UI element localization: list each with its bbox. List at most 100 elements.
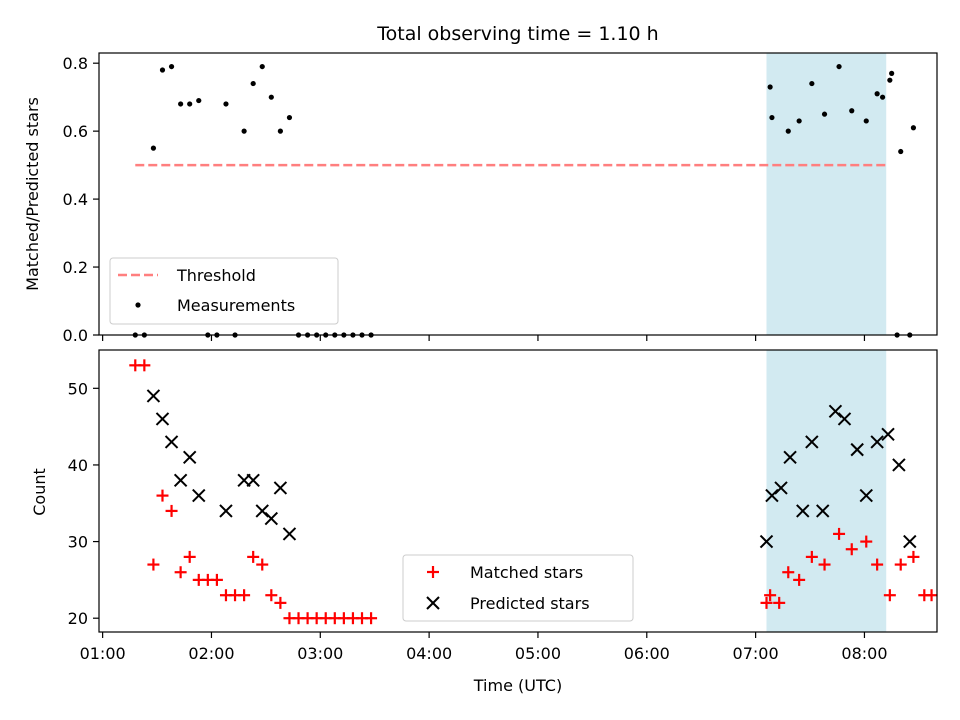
predicted-star-stroke	[255, 504, 269, 518]
matched-star-point	[818, 558, 831, 571]
y-tick-label: 40	[68, 456, 88, 475]
matched-star-point	[764, 589, 777, 602]
matched-star-point	[773, 596, 786, 609]
predicted-star-stroke	[246, 473, 260, 487]
predicted-star-stroke	[816, 504, 830, 518]
measurement-point	[879, 94, 886, 100]
y-tick-label: 0.6	[63, 122, 88, 141]
matched-star-point	[138, 359, 151, 372]
measurement-point	[178, 101, 184, 107]
predicted-star-stroke	[219, 504, 233, 518]
predicted-star-point	[164, 435, 179, 449]
matched-star-point	[782, 566, 795, 579]
predicted-star-point	[273, 481, 288, 495]
predicted-star-stroke	[805, 435, 819, 449]
matched-star-point	[147, 558, 160, 571]
predicted-star-stroke	[783, 450, 797, 464]
x-tick-label: 03:00	[297, 644, 343, 663]
predicted-star-point	[155, 412, 170, 426]
measurement-point	[286, 114, 293, 121]
bottom-legend: Matched stars Predicted stars	[402, 554, 634, 622]
measurement-point	[849, 108, 855, 114]
predicted-star-point	[816, 504, 830, 518]
x-tick-label: 01:00	[80, 644, 126, 663]
predicted-star-stroke	[796, 504, 810, 518]
measurement-point	[150, 145, 157, 151]
predicted-star-stroke	[870, 435, 884, 449]
measurement-point	[809, 80, 815, 87]
matched-star-point	[860, 535, 873, 548]
y-tick-label: 0.8	[63, 54, 88, 73]
bottom-points-layer	[129, 359, 938, 625]
predicted-star-point	[892, 458, 906, 472]
measurement-point	[836, 63, 842, 70]
y-tick-label: 0.4	[63, 190, 88, 209]
matched-star-point	[183, 550, 196, 563]
measurement-point	[168, 63, 175, 70]
bottom-ylabel: Count	[30, 468, 49, 516]
matched-star-point	[247, 550, 260, 563]
predicted-star-stroke	[273, 481, 288, 495]
predicted-star-stroke	[155, 412, 170, 426]
top-legend-measurements-label: Measurements	[177, 296, 295, 315]
top-legend-measurements-swatch	[135, 302, 141, 308]
predicted-star-stroke	[173, 473, 188, 487]
measurement-point	[268, 94, 274, 100]
predicted-star-stroke	[182, 450, 197, 464]
measurement-point	[863, 118, 869, 124]
predicted-star-point	[870, 435, 884, 449]
predicted-star-point	[146, 389, 161, 403]
matched-star-point	[174, 566, 187, 579]
bottom-legend-predicted-label: Predicted stars	[470, 594, 590, 613]
y-tick-label: 0.2	[63, 258, 88, 277]
measurement-point	[277, 128, 283, 134]
x-tick-label: 02:00	[188, 644, 234, 663]
top-panel: 0.00.20.40.60.8 Matched/Predicted stars …	[23, 52, 938, 345]
measurement-point	[910, 125, 917, 131]
bottom-xlabel: Time (UTC)	[473, 676, 562, 695]
predicted-star-point	[264, 511, 279, 526]
predicted-star-point	[796, 504, 810, 518]
matched-star-point	[365, 612, 378, 625]
top-yticks-layer: 0.0 0.2 0.4 0.6 0.8	[63, 54, 99, 345]
measurement-point	[250, 80, 256, 87]
matched-star-point	[760, 596, 773, 609]
measurement-point	[159, 67, 166, 73]
x-tick-label: 05:00	[515, 644, 561, 663]
y-tick-label: 50	[68, 379, 88, 398]
measurement-point	[259, 63, 265, 70]
bottom-axes-frame	[98, 349, 938, 633]
top-shaded-span-layer	[766, 53, 887, 335]
matched-star-point	[793, 573, 806, 586]
predicted-star-point	[805, 435, 819, 449]
predicted-star-stroke	[759, 534, 774, 549]
predicted-star-point	[837, 412, 852, 426]
y-tick-label: 30	[68, 533, 88, 552]
bottom-legend-predicted-swatch	[426, 596, 440, 610]
matched-star-point	[925, 589, 938, 602]
predicted-star-stroke	[264, 511, 279, 526]
x-tick-label: 08:00	[841, 644, 887, 663]
matched-star-point	[238, 589, 251, 602]
bottom-shaded-span-layer	[766, 350, 887, 632]
measurement-point	[889, 70, 895, 76]
top-legend-box	[109, 257, 339, 325]
x-tick-label: 06:00	[624, 644, 670, 663]
bottom-legend-box	[402, 554, 634, 622]
predicted-star-point	[219, 504, 233, 518]
measurement-point	[767, 84, 773, 90]
matched-star-point	[165, 504, 178, 517]
bottom-xticks-layer: 01:00 02:00 03:00 04:00 05:00 06:00 07:00 08:00	[80, 632, 888, 663]
y-tick-label: 20	[68, 609, 88, 628]
measurement-point	[223, 101, 229, 107]
predicted-star-stroke	[774, 481, 788, 495]
predicted-star-stroke	[828, 404, 843, 419]
predicted-star-point	[859, 488, 873, 503]
predicted-star-point	[173, 473, 188, 487]
x-tick-label: 07:00	[733, 644, 779, 663]
bottom-yticks-layer: 20 30 40 50	[68, 379, 99, 628]
top-xticks-layer	[102, 335, 866, 341]
predicted-star-point	[192, 488, 206, 503]
predicted-star-stroke	[282, 527, 297, 541]
top-axes-frame	[98, 52, 938, 336]
